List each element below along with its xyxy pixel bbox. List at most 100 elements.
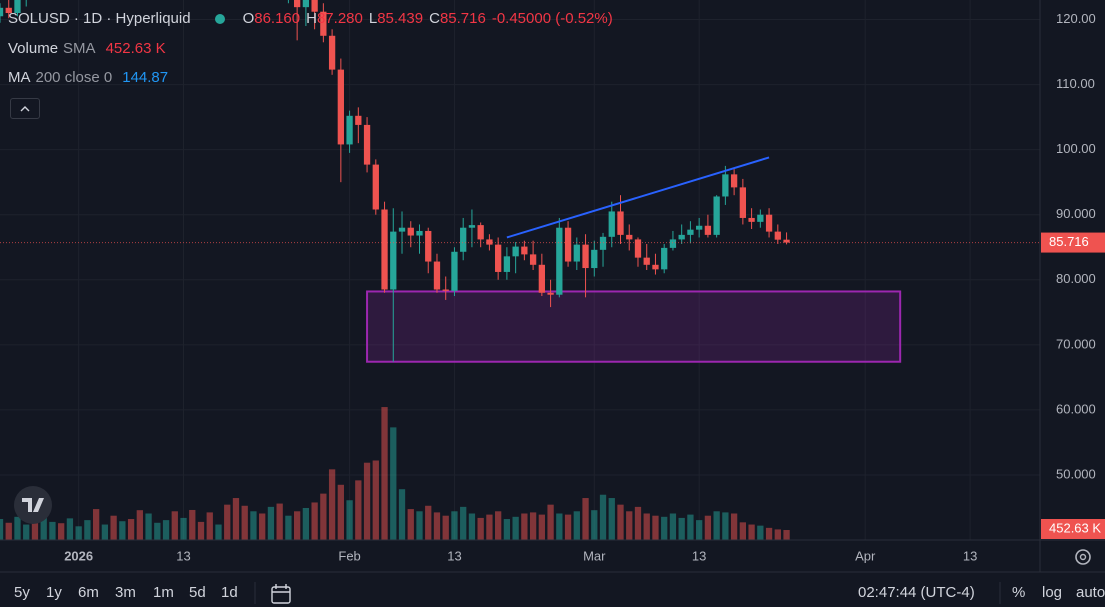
volume-bar xyxy=(643,513,650,540)
candle-body xyxy=(486,239,493,245)
volume-bar xyxy=(669,513,677,540)
volume-bar xyxy=(783,530,790,540)
ohlc: O 86.160 H 87.280 L 85.439 C 85.716 xyxy=(243,10,486,27)
volume-bar xyxy=(337,484,344,540)
volume-bar xyxy=(547,504,554,540)
volume-bar xyxy=(556,513,563,540)
axes: 50.000 60.000 70.000 80.000 90.000 100.00 110.… xyxy=(0,0,1105,573)
calendar-icon[interactable] xyxy=(271,584,291,604)
scale-option[interactable]: auto xyxy=(1076,584,1105,601)
volume-bar xyxy=(748,524,755,540)
candle-body xyxy=(346,115,353,145)
volume-bar xyxy=(538,514,545,540)
range-button[interactable]: 1y xyxy=(46,584,62,601)
candle-body xyxy=(14,0,21,14)
range-button[interactable]: 6m xyxy=(78,584,99,601)
candle-body xyxy=(774,231,781,240)
x-tick-label: 13 xyxy=(692,548,706,563)
y-tick-label: 110.00 xyxy=(1056,76,1095,91)
candle-body xyxy=(0,7,4,17)
candle-body xyxy=(713,196,720,235)
candle-body xyxy=(328,35,336,70)
volume-bar xyxy=(363,462,371,540)
candle-body xyxy=(538,264,545,293)
candle-body xyxy=(678,234,685,240)
volume-bar xyxy=(197,521,205,540)
zone xyxy=(366,290,902,363)
volume-bar xyxy=(608,498,615,540)
volume-bar xyxy=(591,510,598,540)
volume-bar xyxy=(713,511,720,540)
candle-body xyxy=(337,69,344,145)
volume-pane xyxy=(0,407,790,540)
candle-body xyxy=(556,227,563,295)
volume-bar xyxy=(311,502,318,540)
candle-body xyxy=(687,229,694,235)
volume-bar xyxy=(503,519,511,540)
volume-bar xyxy=(495,511,502,540)
range-button[interactable]: 5d xyxy=(189,584,206,601)
volume-bar xyxy=(425,505,432,540)
candle-body xyxy=(433,261,441,290)
candle-body xyxy=(416,230,423,236)
symbol[interactable]: SOLUSD · 1D · Hyperliquid xyxy=(8,10,191,27)
volume-bar xyxy=(355,480,362,540)
volume-bar xyxy=(564,514,572,540)
volume-bar xyxy=(678,517,685,540)
volume-bar xyxy=(582,498,589,540)
volume-bar xyxy=(189,509,196,540)
candle-body xyxy=(372,164,379,210)
y-tick-label: 50.000 xyxy=(1056,466,1096,481)
x-tick-label: Feb xyxy=(338,548,360,563)
volume-bar xyxy=(23,524,30,540)
candle-body xyxy=(669,239,677,248)
candle-body xyxy=(626,234,633,240)
volume-bar xyxy=(92,509,100,540)
candle-body xyxy=(363,124,371,165)
candle-body xyxy=(503,256,511,272)
y-tick-label: 80.000 xyxy=(1056,271,1096,286)
ohlc-value: 85.439 xyxy=(377,10,424,27)
ohlc-label: O xyxy=(242,10,255,27)
volume-tag xyxy=(1041,519,1105,539)
range-button[interactable]: 1d xyxy=(221,584,238,601)
candle-body xyxy=(398,227,406,232)
volume-bar xyxy=(573,511,580,540)
scale-option[interactable]: % xyxy=(1012,584,1026,601)
indicator-name: Volume xyxy=(8,40,59,57)
candle-body xyxy=(521,246,528,255)
x-tick-label: 13 xyxy=(963,548,977,563)
indicator-name: MA xyxy=(8,69,31,86)
volume-bar xyxy=(634,506,642,540)
collapse-button[interactable] xyxy=(10,98,40,119)
candle-body xyxy=(783,239,790,243)
range-button[interactable]: 5y xyxy=(14,584,30,601)
volume-bar xyxy=(75,526,82,540)
volume-bar xyxy=(259,513,266,540)
candle-body xyxy=(302,0,310,8)
chevron xyxy=(20,106,30,112)
volume-bar xyxy=(119,521,126,540)
range-button[interactable]: 3m xyxy=(115,584,136,601)
scale-option[interactable]: log xyxy=(1042,584,1063,601)
x-tick-label: Apr xyxy=(855,548,876,563)
ohlc-value: 87.280 xyxy=(316,10,363,27)
candle-body xyxy=(599,236,607,250)
symbol-legend: SOLUSD · 1D · Hyperliquid O 86.160 H 87.280… xyxy=(8,10,613,27)
candle-body xyxy=(495,244,502,272)
volume-bar xyxy=(512,516,519,540)
indicator-value: 144.87 xyxy=(122,69,169,86)
candle-body xyxy=(451,251,458,291)
volume-bar xyxy=(328,469,336,540)
candle-body xyxy=(442,289,449,291)
range-button[interactable]: 1m xyxy=(153,584,174,601)
volume-bar xyxy=(599,494,607,540)
volume-bar xyxy=(529,512,537,540)
volume-bar xyxy=(285,515,292,540)
candle-body xyxy=(748,217,755,222)
trendline xyxy=(506,156,770,239)
settings-icon[interactable] xyxy=(1075,549,1091,565)
volume-bar xyxy=(442,515,449,540)
candle-body xyxy=(643,257,650,265)
volume-bar xyxy=(127,519,135,540)
